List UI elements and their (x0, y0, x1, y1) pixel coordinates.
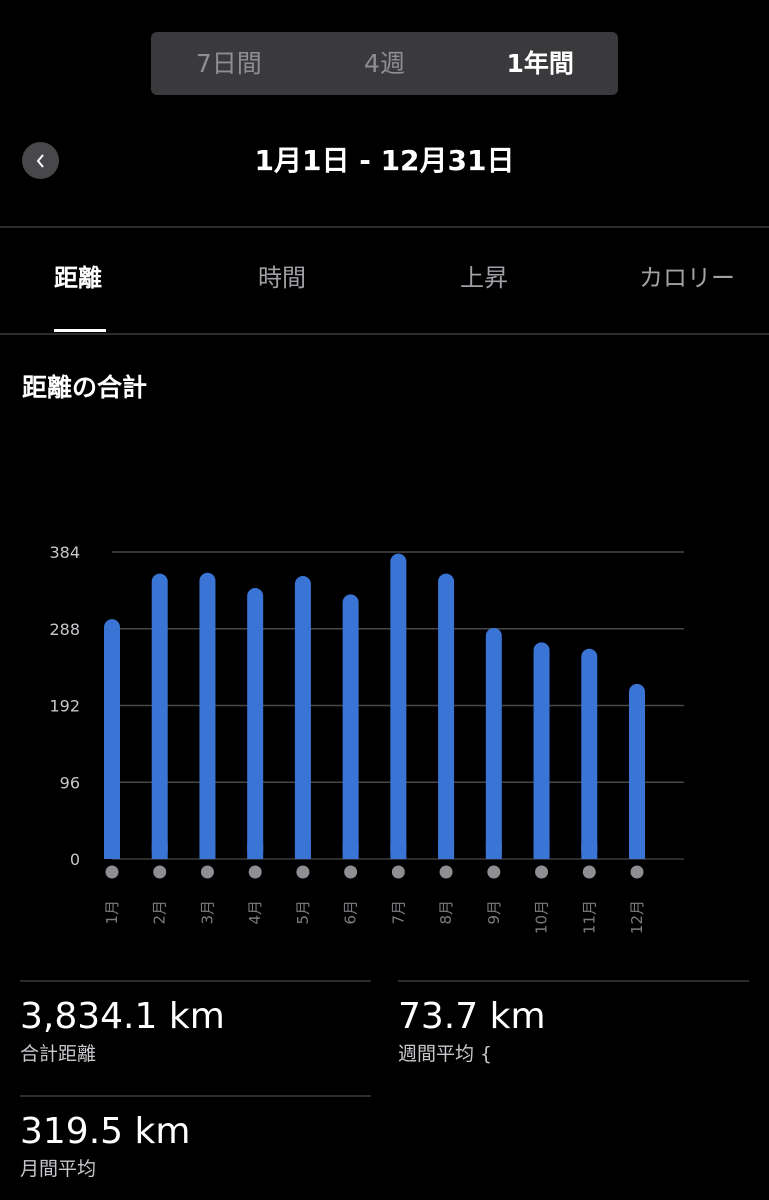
y-tick-label: 96 (60, 773, 80, 792)
bar-dot (296, 865, 310, 879)
bar (533, 642, 550, 859)
bar (485, 627, 502, 859)
x-tick-label: 2月 (151, 900, 169, 925)
bar-dot (439, 865, 453, 879)
bar-dot (105, 865, 119, 879)
y-tick-label: 192 (49, 697, 80, 716)
tab-distance[interactable]: 距離 (54, 264, 102, 292)
bar-base (151, 843, 168, 859)
tab-elevation[interactable]: 上昇 (460, 264, 508, 292)
header-divider (0, 226, 769, 228)
bar-base (294, 843, 311, 859)
y-tick-label: 384 (49, 543, 80, 562)
bar-dot (391, 865, 405, 879)
weekly-average-value: 73.7 km (398, 996, 546, 1037)
x-tick-label: 1月 (103, 900, 121, 925)
monthly-average-label: 月間平均 (20, 1158, 97, 1180)
back-button[interactable] (22, 142, 59, 179)
x-tick-label: 3月 (198, 900, 216, 925)
section-title: 距離の合計 (22, 373, 148, 402)
y-tick-label: 288 (49, 620, 80, 639)
stat-divider (20, 980, 371, 982)
x-tick-label: 8月 (437, 900, 455, 925)
bar-base (485, 843, 502, 859)
x-tick-label: 7月 (389, 900, 407, 925)
bar-base (629, 843, 645, 859)
x-tick-label: 9月 (485, 900, 503, 925)
x-tick-label: 5月 (294, 900, 312, 925)
bar-dot (535, 865, 549, 879)
bar-base (104, 843, 120, 859)
bar-dot (582, 865, 596, 879)
active-tab-indicator (54, 329, 106, 332)
metric-tabs: 距離 時間 上昇 カロリー (0, 258, 769, 308)
stat-divider (20, 1095, 371, 1097)
chevron-left-icon (36, 153, 44, 168)
monthly-average-value: 319.5 km (20, 1111, 191, 1152)
period-tab-7days[interactable]: 7日間 (195, 49, 262, 78)
distance-bar-chart: 384 288 192 96 0 1月 2月 3月 4月 5月 6月 7月 8月 9月 10月 11月 12月 (49, 543, 684, 934)
bar (629, 683, 645, 859)
tabs-divider (0, 333, 769, 335)
total-distance-label: 合計距離 (20, 1043, 97, 1065)
period-tab-4weeks[interactable]: 4週 (364, 49, 405, 78)
bar-dot (487, 865, 501, 879)
bar (104, 619, 120, 859)
x-tick-label: 6月 (342, 900, 360, 925)
bar-dot (200, 865, 214, 879)
weekly-average-label: 週間平均 { (398, 1043, 493, 1065)
bar-base (199, 843, 216, 859)
y-tick-label: 0 (70, 850, 80, 869)
period-segmented-control: 7日間 4週 1年間 (151, 32, 618, 95)
bar (581, 648, 598, 859)
bar-base (342, 843, 359, 859)
x-tick-label: 4月 (246, 900, 264, 925)
bar (390, 553, 407, 859)
bar-dot (248, 865, 262, 879)
bar-base (247, 843, 264, 859)
bar (199, 572, 216, 859)
bar (294, 575, 311, 859)
total-distance-value: 3,834.1 km (20, 996, 225, 1037)
date-range-title: 1月1日 - 12月31日 (254, 144, 515, 177)
period-tab-1year[interactable]: 1年間 (506, 49, 574, 78)
bar-base (438, 843, 455, 859)
bar-base (390, 843, 407, 859)
x-tick-label: 10月 (533, 900, 551, 934)
bar-dot (344, 865, 358, 879)
bar-base (533, 843, 550, 859)
tab-time[interactable]: 時間 (258, 264, 306, 292)
stat-divider (398, 980, 749, 982)
bar (438, 573, 455, 859)
bar-dot (630, 865, 644, 879)
x-tick-label: 11月 (580, 900, 598, 934)
bar-dot (153, 865, 167, 879)
tab-calories[interactable]: カロリー (639, 264, 735, 292)
x-tick-label: 12月 (628, 900, 646, 934)
bar (342, 594, 359, 859)
bar (247, 587, 264, 859)
bar-base (581, 843, 598, 859)
bar (151, 573, 168, 859)
